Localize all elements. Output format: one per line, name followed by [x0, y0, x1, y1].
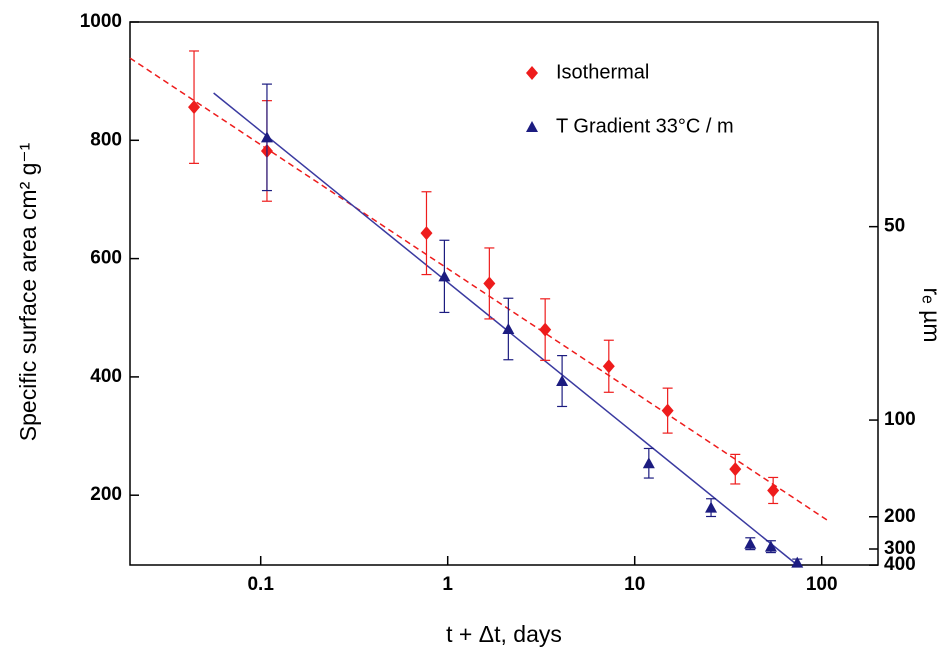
x-axis-label: t + Δt, days	[446, 621, 562, 647]
y2-tick-label: 300	[884, 538, 916, 559]
point	[188, 100, 201, 115]
x-tick-label: 100	[806, 574, 838, 595]
x-tick-label: 0.1	[247, 574, 274, 595]
y2-tick-label: 400	[884, 554, 916, 575]
y-tick-label: 800	[90, 129, 122, 150]
y2-tick-label: 100	[884, 409, 916, 430]
point	[438, 270, 451, 282]
legend-label: Isothermal	[556, 61, 649, 83]
legend-label: T Gradient 33°C / m	[556, 115, 734, 137]
y-tick-label: 200	[90, 484, 122, 505]
y2-tick-label: 50	[884, 216, 905, 237]
point	[539, 322, 552, 337]
point	[556, 375, 569, 387]
x-tick-label: 10	[624, 574, 645, 595]
point	[744, 537, 757, 549]
point	[642, 457, 655, 469]
point	[602, 359, 615, 374]
point	[767, 483, 780, 498]
point	[764, 540, 777, 552]
y-tick-label: 600	[90, 248, 122, 269]
point	[420, 226, 433, 241]
point	[705, 501, 718, 513]
legend-marker	[526, 66, 538, 80]
x-tick-label: 1	[442, 574, 453, 595]
plot-frame	[129, 21, 879, 566]
point	[729, 462, 742, 477]
y2-axis-label: rₑ µm	[919, 287, 945, 342]
point	[483, 276, 496, 291]
point	[661, 403, 674, 418]
y2-tick-label: 200	[884, 506, 916, 527]
y-tick-label: 1000	[80, 11, 122, 32]
legend-marker	[526, 121, 538, 132]
y-tick-label: 400	[90, 366, 122, 387]
point	[260, 131, 273, 143]
y-axis-label: Specific surface area cm² g⁻¹	[15, 142, 41, 441]
point	[791, 556, 804, 568]
point	[502, 322, 515, 334]
